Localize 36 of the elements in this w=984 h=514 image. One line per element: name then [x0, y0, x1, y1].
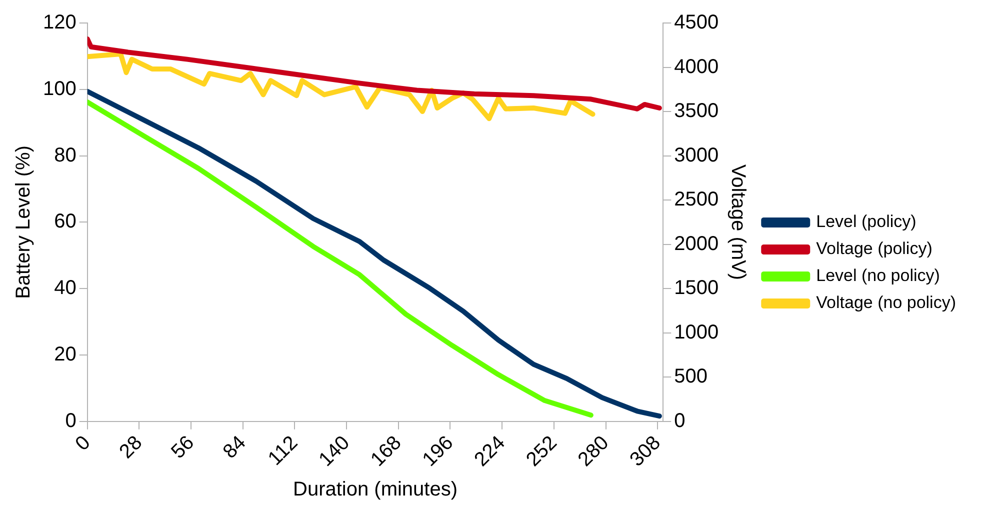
y2-tick-label: 4000 [674, 56, 719, 78]
y-tick-label: 20 [54, 344, 76, 366]
y2-tick-label: 500 [674, 366, 708, 388]
x-tick-label: 196 [418, 432, 458, 471]
x-axis-title: Duration (minutes) [293, 478, 458, 501]
legend-label: Level (policy) [816, 212, 916, 232]
legend-label: Voltage (no policy) [816, 293, 956, 312]
y-axis-title: Battery Level (%) [12, 146, 35, 299]
y2-tick-label: 4500 [674, 12, 719, 34]
y2-tick-label: 3000 [674, 144, 719, 166]
y2-tick-label: 2500 [674, 188, 719, 211]
x-tick-label: 252 [522, 432, 562, 471]
y2-tick-label: 1000 [674, 321, 719, 344]
x-tick-label: 28 [115, 432, 147, 464]
x-tick-label: 0 [71, 432, 95, 456]
y2-tick-label: 0 [674, 410, 686, 432]
x-tick-label: 168 [366, 432, 406, 471]
y-tick-label: 80 [54, 144, 76, 166]
x-tick-label: 112 [264, 432, 302, 470]
x-tick-label: 140 [314, 432, 354, 471]
x-tick-label: 280 [574, 432, 614, 471]
y2-tick-label: 1500 [674, 277, 719, 300]
y-tick-label: 40 [54, 277, 76, 300]
legend-label: Level (no policy) [816, 266, 940, 286]
y-tick-label: 60 [54, 210, 76, 233]
y-tick-label: 0 [65, 410, 76, 432]
x-tick-label: 56 [167, 432, 198, 464]
x-tick-label: 308 [626, 432, 666, 471]
y2-tick-label: 3500 [674, 100, 719, 122]
x-tick-label: 84 [219, 432, 250, 464]
y2-tick-label: 2000 [674, 232, 719, 255]
y2-axis-title: Voltage (mV) [727, 164, 750, 280]
x-tick-label: 224 [470, 432, 510, 471]
y-tick-label: 120 [42, 12, 76, 34]
y-tick-label: 100 [42, 78, 76, 100]
legend-label: Voltage (policy) [816, 239, 932, 258]
